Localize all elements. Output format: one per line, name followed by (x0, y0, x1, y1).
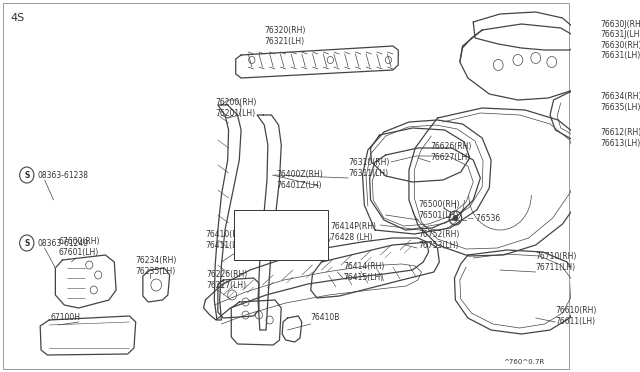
Text: 76710(RH)
76711(LH): 76710(RH) 76711(LH) (536, 252, 577, 272)
Text: 76234(RH)
76235(LH): 76234(RH) 76235(LH) (136, 256, 177, 276)
Text: 76612(RH)
76613(LH): 76612(RH) 76613(LH) (600, 128, 640, 148)
Text: 08363-61238: 08363-61238 (38, 170, 88, 180)
Text: -- 76536: -- 76536 (468, 214, 500, 222)
Text: S: S (24, 238, 29, 247)
Text: 76414P(RH): 76414P(RH) (237, 241, 283, 250)
Text: 08363-61249: 08363-61249 (38, 238, 88, 247)
Circle shape (452, 215, 458, 221)
Text: 76610(RH)
76611(LH): 76610(RH) 76611(LH) (556, 306, 596, 326)
Text: 76410B: 76410B (311, 314, 340, 323)
Text: 764140(LH): 764140(LH) (237, 228, 282, 237)
Text: 76626(RH)
76627(LH): 76626(RH) 76627(LH) (430, 142, 472, 162)
Text: 76500(RH)
76501(LH): 76500(RH) 76501(LH) (418, 200, 460, 220)
Text: 76634(RH)
76635(LH): 76634(RH) 76635(LH) (600, 92, 640, 112)
Text: 67100H: 67100H (50, 314, 80, 323)
Bar (234, 210, 328, 260)
Text: 76200(RH)
76201(LH): 76200(RH) 76201(LH) (215, 98, 257, 118)
Text: 76428 (LH): 76428 (LH) (237, 251, 279, 260)
Text: ^760^0.7R: ^760^0.7R (504, 359, 545, 365)
Text: 76415P(RH): 76415P(RH) (237, 218, 283, 227)
Text: 76752(RH)
76753(LH): 76752(RH) 76753(LH) (418, 230, 460, 250)
Text: S: S (24, 170, 29, 180)
Text: 76630J(RH)
76631J(LH)
76630(RH)
76631(LH): 76630J(RH) 76631J(LH) 76630(RH) 76631(LH… (600, 20, 640, 60)
Text: 76400Z(RH)
76401Z(LH): 76400Z(RH) 76401Z(LH) (276, 170, 324, 190)
Text: 76410(RH)
76411(LH): 76410(RH) 76411(LH) (205, 230, 247, 250)
Text: 76310(RH)
76311(LH): 76310(RH) 76311(LH) (348, 158, 390, 178)
Text: 76320(RH)
76321(LH): 76320(RH) 76321(LH) (264, 26, 306, 46)
Text: 76414(RH)
76415(LH): 76414(RH) 76415(LH) (343, 262, 384, 282)
Text: 4S: 4S (11, 13, 25, 23)
Text: 76226(RH)
76227(LH): 76226(RH) 76227(LH) (206, 270, 248, 290)
Text: 67600(RH)
67601(LH): 67600(RH) 67601(LH) (59, 237, 100, 257)
Text: 76414P(RH)
76428 (LH): 76414P(RH) 76428 (LH) (330, 222, 376, 242)
